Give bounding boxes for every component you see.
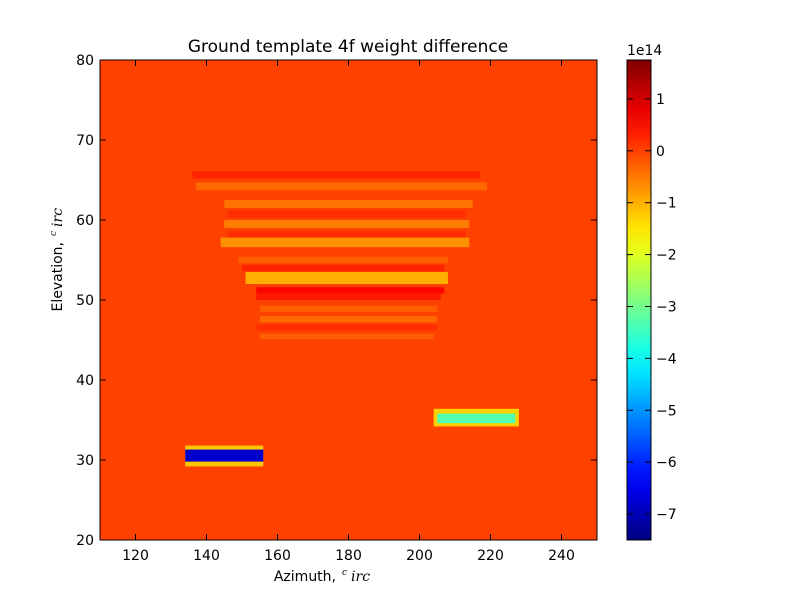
heatmap-stripe-4 [227,210,466,218]
x-tick-label-240: 240 [548,548,575,564]
colorbar-tick-label-7: −6 [656,455,677,471]
heatmap-stripe-7 [220,237,470,248]
x-tick-label-140: 140 [193,548,220,564]
y-tick-label-20: 20 [76,533,94,549]
y-axis-unit-c: c [49,231,59,236]
x-axis-unit-irc: irc [351,569,370,585]
y-tick-label-30: 30 [76,453,94,469]
x-axis-unit-c: c [342,568,347,578]
x-tick-label-120: 120 [122,548,149,564]
heatmap-stripe-16 [259,333,434,340]
colorbar-tick-label-4: −3 [656,299,677,315]
heatmap-stripe-2 [195,182,487,191]
heatmap-stripe-8 [238,256,448,264]
colorbar-tick-label-0: 1 [656,92,665,108]
y-axis-unit: c irc [49,208,66,236]
heatmap-region-4 [437,413,516,424]
heatmap-stripe-5 [224,220,470,228]
x-axis-unit: c irc [342,568,370,585]
chart-title: Ground template 4f weight difference [188,37,508,57]
x-tick-label-180: 180 [335,548,362,564]
y-tick-label-70: 70 [76,133,94,149]
x-tick-label-200: 200 [406,548,433,564]
heatmap-stripe-13 [259,305,438,312]
heatmap-stripe-11 [256,287,445,294]
heatmap-stripe-14 [259,316,438,323]
heatmap-stripe-1 [192,171,480,179]
colorbar-tick-label-1: 0 [656,144,665,160]
colorbar-tick-label-5: −4 [656,351,677,367]
x-tick-label-220: 220 [477,548,504,564]
colorbar-gradient [627,60,651,540]
colorbar-frame [626,59,652,541]
heatmap-region-2 [185,449,264,462]
colorbar-tick-label-8: −7 [656,507,677,523]
heatmap-stripe-3 [224,200,473,208]
y-axis-unit-irc: irc [50,208,66,227]
y-axis-label: Elevation, [50,242,66,311]
heatmap-stripe-9 [242,264,445,272]
y-tick-label-60: 60 [76,213,94,229]
x-tick-label-160: 160 [264,548,291,564]
y-tick-label-80: 80 [76,53,94,69]
colorbar-tick-label-2: −1 [656,196,677,212]
heatmap-stripe-15 [256,324,438,331]
heatmap-stripe-12 [256,293,441,300]
colorbar-tick-label-3: −2 [656,248,677,264]
heatmap-stripe-6 [227,231,466,238]
y-tick-label-50: 50 [76,293,94,309]
y-axis-label-group: Elevation, c irc [49,208,66,312]
colorbar-tick-label-6: −5 [656,403,677,419]
y-tick-label-40: 40 [76,373,94,389]
x-axis-label: Azimuth, [274,569,336,585]
heatmap-stripe-10 [245,272,448,284]
colorbar-multiplier: 1e14 [627,43,662,59]
